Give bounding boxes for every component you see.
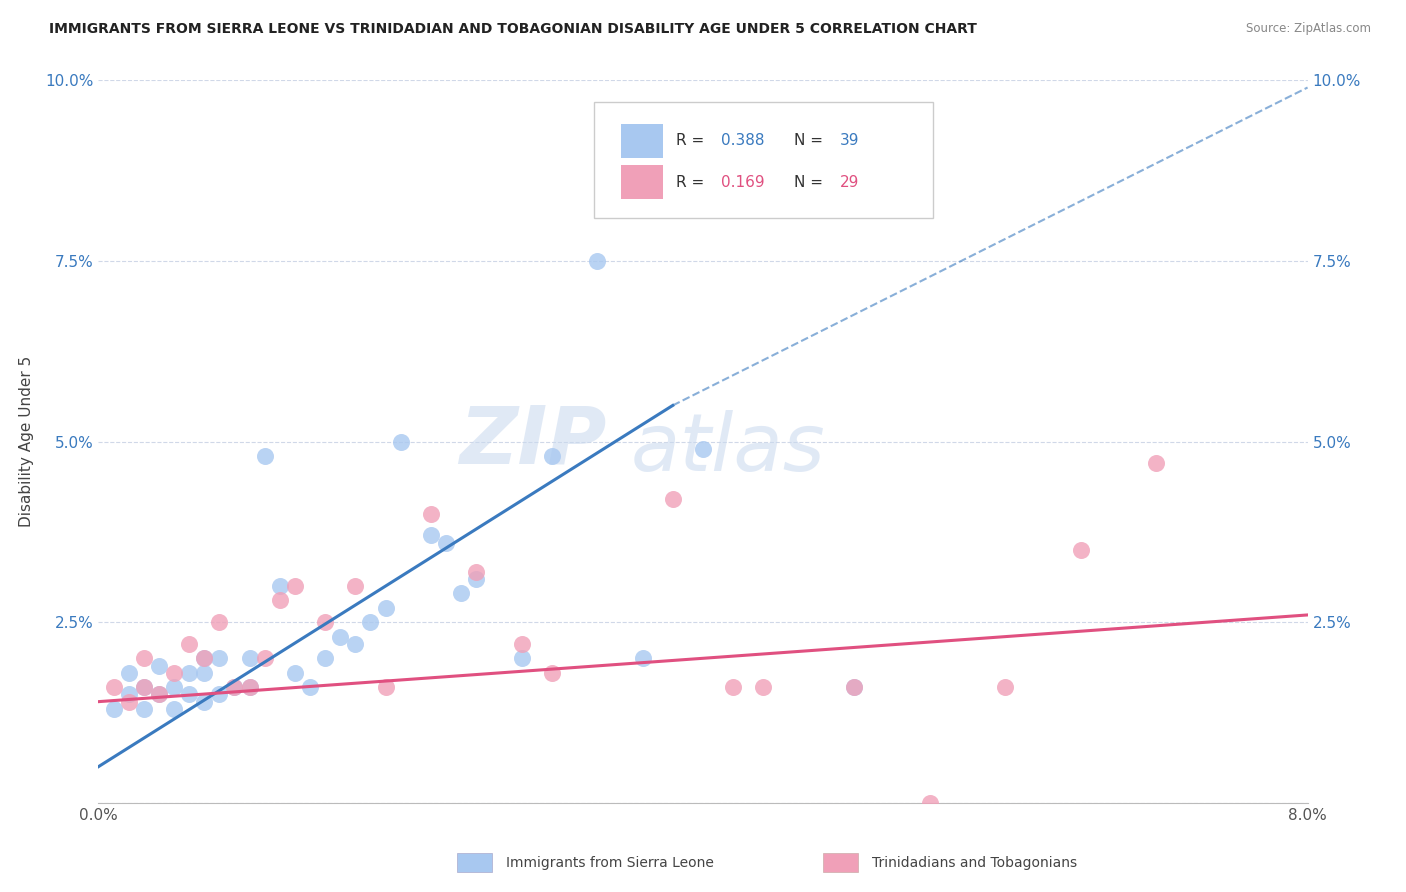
Point [329, 630, 352, 644]
Point [1070, 542, 1092, 557]
Point [148, 658, 170, 673]
Point [163, 665, 186, 680]
Point [118, 687, 141, 701]
Point [918, 796, 941, 810]
Point [344, 579, 367, 593]
Point [239, 680, 262, 694]
Text: ZIP: ZIP [458, 402, 606, 481]
Text: Trinidadians and Tobagonians: Trinidadians and Tobagonians [872, 855, 1077, 870]
Point [179, 637, 201, 651]
Point [450, 586, 472, 600]
Point [103, 702, 125, 716]
Point [208, 687, 231, 701]
Point [844, 680, 866, 694]
Point [284, 579, 307, 593]
Point [239, 651, 262, 665]
Point [994, 680, 1017, 694]
Point [434, 535, 457, 549]
Point [510, 651, 533, 665]
Point [374, 680, 396, 694]
Point [163, 702, 186, 716]
Point [420, 507, 443, 521]
Point [103, 680, 125, 694]
Text: 0.388: 0.388 [721, 134, 765, 148]
Text: 39: 39 [839, 134, 859, 148]
Point [465, 572, 488, 586]
Point [148, 687, 170, 701]
Point [510, 637, 533, 651]
Point [314, 651, 336, 665]
Point [253, 449, 276, 463]
Bar [621, 165, 664, 200]
Point [540, 665, 562, 680]
Point [586, 254, 609, 268]
Point [631, 651, 654, 665]
Point [148, 687, 170, 701]
Point [374, 600, 396, 615]
Point [193, 695, 215, 709]
Point [284, 665, 307, 680]
Text: 0.169: 0.169 [721, 175, 765, 190]
Text: N =: N = [793, 134, 828, 148]
Point [239, 680, 262, 694]
Point [661, 492, 683, 507]
Text: atlas: atlas [630, 409, 825, 488]
Text: Immigrants from Sierra Leone: Immigrants from Sierra Leone [506, 855, 714, 870]
Point [314, 615, 336, 630]
Point [269, 579, 291, 593]
Point [224, 680, 246, 694]
Point [132, 680, 155, 694]
Text: IMMIGRANTS FROM SIERRA LEONE VS TRINIDADIAN AND TOBAGONIAN DISABILITY AGE UNDER : IMMIGRANTS FROM SIERRA LEONE VS TRINIDAD… [49, 22, 977, 37]
Text: 29: 29 [839, 175, 859, 190]
Point [179, 665, 201, 680]
Point [269, 593, 291, 607]
Point [179, 687, 201, 701]
Point [420, 528, 443, 542]
Text: R =: R = [676, 134, 710, 148]
Point [224, 680, 246, 694]
Bar [621, 124, 664, 158]
Point [208, 651, 231, 665]
Point [132, 651, 155, 665]
Point [360, 615, 382, 630]
Point [163, 680, 186, 694]
Point [193, 651, 215, 665]
Point [299, 680, 322, 694]
Point [208, 615, 231, 630]
Text: Source: ZipAtlas.com: Source: ZipAtlas.com [1246, 22, 1371, 36]
Point [193, 651, 215, 665]
Point [118, 665, 141, 680]
Point [692, 442, 714, 456]
Point [540, 449, 562, 463]
Point [844, 680, 866, 694]
Point [344, 637, 367, 651]
Point [132, 702, 155, 716]
Point [389, 434, 412, 449]
Point [118, 695, 141, 709]
Point [752, 680, 775, 694]
Point [253, 651, 276, 665]
Y-axis label: Disability Age Under 5: Disability Age Under 5 [20, 356, 34, 527]
Point [465, 565, 488, 579]
FancyBboxPatch shape [595, 102, 932, 218]
Point [193, 665, 215, 680]
Text: R =: R = [676, 175, 710, 190]
Point [1146, 456, 1168, 470]
Point [723, 680, 745, 694]
Text: N =: N = [793, 175, 828, 190]
Point [132, 680, 155, 694]
